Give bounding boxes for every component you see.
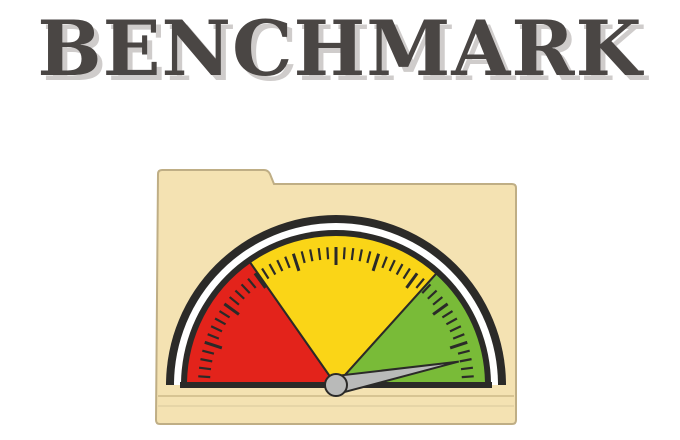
gauge-tick xyxy=(449,325,462,333)
gauge-tick xyxy=(204,340,223,350)
gauge-needle xyxy=(324,360,460,397)
gauge-tick xyxy=(388,259,396,272)
gauge-tick xyxy=(214,317,227,326)
folder-icon xyxy=(154,169,517,425)
gauge-tick xyxy=(207,333,220,340)
gauge-tick xyxy=(402,267,411,280)
gauge-tick xyxy=(405,272,419,289)
gauge-tick xyxy=(202,349,215,355)
gauge-tick xyxy=(445,317,458,326)
gauge-tick xyxy=(427,289,438,300)
gauge-tick xyxy=(234,289,245,300)
gauge-tick xyxy=(395,263,404,276)
gauge-tick xyxy=(284,256,291,269)
benchmark-illustration xyxy=(150,168,522,432)
gauge-tick xyxy=(381,256,388,269)
gauge-tick xyxy=(371,253,381,272)
gauge-tick xyxy=(358,249,363,262)
gauge-tick xyxy=(268,263,277,276)
gauge-tick xyxy=(415,277,425,289)
gauge-tick xyxy=(461,375,474,379)
gauge-tick xyxy=(342,247,346,260)
gauge-tick xyxy=(432,302,449,316)
page-title: BENCHMARK xyxy=(37,4,643,93)
gauge-tick xyxy=(291,253,301,272)
gauge-tick xyxy=(449,340,468,350)
gauge-tick xyxy=(421,283,432,294)
gauge-tick xyxy=(452,333,465,340)
needle-hub xyxy=(324,373,348,397)
gauge-tick xyxy=(309,249,314,262)
gauge-tick xyxy=(200,358,213,363)
speedometer-gauge-icon xyxy=(166,215,506,397)
gauge-tick xyxy=(366,251,372,264)
gauge-tick xyxy=(247,277,257,289)
gauge-tick xyxy=(326,247,330,260)
gauge-tick xyxy=(228,296,240,306)
gauge-tick xyxy=(441,310,454,319)
gauge-tick xyxy=(210,325,223,333)
gauge-tick xyxy=(432,296,444,306)
yellow-zone xyxy=(248,234,438,387)
gauge-tick xyxy=(457,349,470,355)
gauge-tick xyxy=(198,366,212,371)
gauge-tick xyxy=(276,259,284,272)
gauge-tick xyxy=(460,366,474,371)
gauge-tick xyxy=(350,247,355,261)
gauge-tick xyxy=(198,375,211,379)
gauge-tick xyxy=(459,358,472,363)
red-zone xyxy=(184,260,338,386)
gauge-tick xyxy=(317,247,322,261)
header: BENCHMARK xyxy=(0,0,680,110)
gauge-tick xyxy=(218,310,231,319)
gauge-tick xyxy=(300,251,306,264)
gauge-tick xyxy=(240,283,251,294)
gauge-tick xyxy=(261,267,270,280)
gauge-tick xyxy=(253,272,267,289)
green-zone xyxy=(333,272,488,386)
gauge-tick xyxy=(223,302,240,316)
